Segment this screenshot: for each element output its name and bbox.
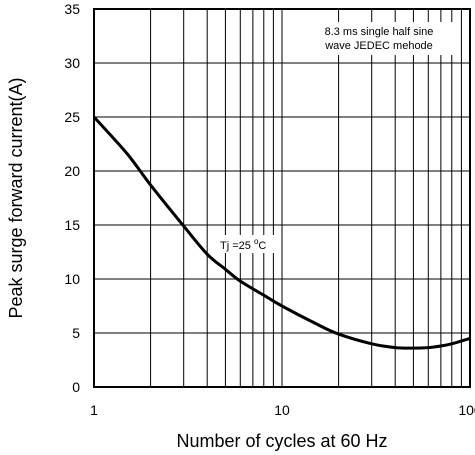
- x-tick-label: 1: [90, 402, 98, 418]
- note-line-1: 8.3 ms single half sine: [325, 26, 434, 38]
- annotation-unit: C: [258, 240, 266, 252]
- note-line-2: wave JEDEC mehode: [324, 40, 433, 52]
- y-tick-label: 35: [64, 1, 80, 17]
- y-tick-label: 30: [64, 55, 80, 71]
- y-tick-label: 10: [64, 271, 80, 287]
- x-tick-label: 10: [274, 402, 290, 418]
- y-tick-label: 25: [64, 109, 80, 125]
- y-tick-label: 0: [72, 379, 80, 395]
- y-tick-label: 20: [64, 163, 80, 179]
- y-axis-title: Peak surge forward current(A): [6, 77, 26, 318]
- x-tick-label: 100: [458, 402, 475, 418]
- note-box-frame: [305, 22, 453, 55]
- annotation-degree: o: [254, 237, 259, 246]
- note-box: 8.3 ms single half sine wave JEDEC mehod…: [305, 22, 453, 55]
- series-layer: [92, 115, 471, 350]
- grid: [94, 9, 470, 387]
- x-axis-title: Number of cycles at 60 Hz: [176, 431, 387, 451]
- annotation-text: Tj =25: [220, 240, 254, 252]
- surge-current-curve: [92, 115, 471, 350]
- annotation-background: [215, 235, 275, 253]
- plot-frame: [93, 8, 471, 388]
- annotation-label: Tj =25 oC: [220, 237, 266, 252]
- tick-labels: 1 10 100 0 5 10 15 20 25 30 35: [64, 1, 475, 418]
- y-tick-label: 15: [64, 217, 80, 233]
- temperature-annotation: Tj =25 oC: [215, 235, 275, 253]
- y-tick-label: 5: [72, 325, 80, 341]
